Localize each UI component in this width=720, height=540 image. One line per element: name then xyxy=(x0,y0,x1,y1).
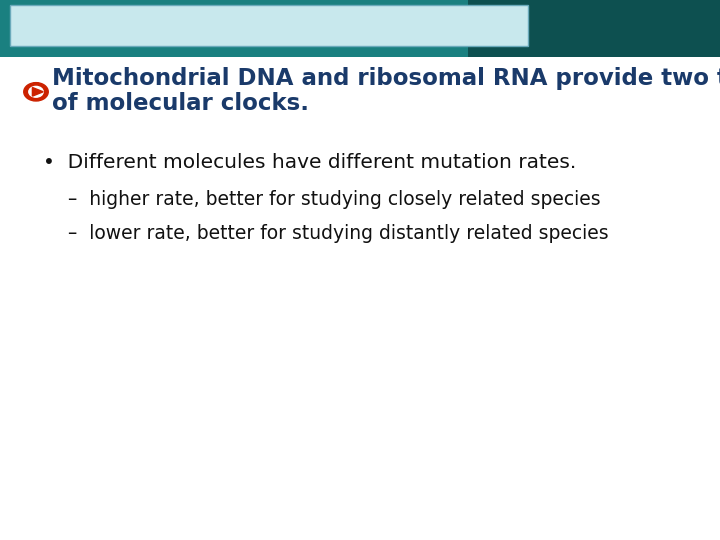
Text: of molecular clocks.: of molecular clocks. xyxy=(52,92,309,115)
Bar xyxy=(0,0,720,57)
Circle shape xyxy=(29,86,43,97)
Text: –  higher rate, better for studying closely related species: – higher rate, better for studying close… xyxy=(68,190,601,210)
Bar xyxy=(468,0,720,57)
Text: –  lower rate, better for studying distantly related species: – lower rate, better for studying distan… xyxy=(68,224,609,243)
Text: •  Different molecules have different mutation rates.: • Different molecules have different mut… xyxy=(43,152,577,172)
Polygon shape xyxy=(32,87,43,96)
Bar xyxy=(10,5,528,46)
Circle shape xyxy=(24,83,48,101)
Text: Mitochondrial DNA and ribosomal RNA provide two types: Mitochondrial DNA and ribosomal RNA prov… xyxy=(52,68,720,90)
